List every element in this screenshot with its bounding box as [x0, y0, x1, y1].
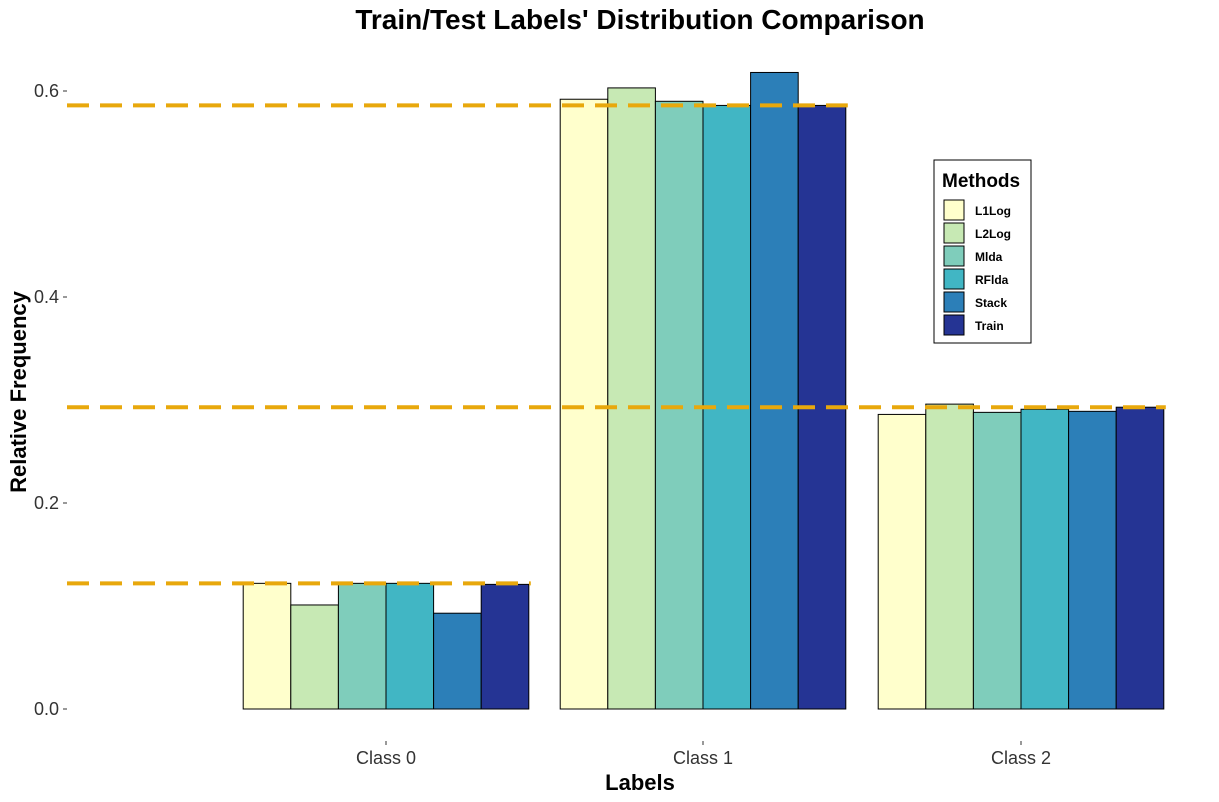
bar-l2log-class-0	[290, 604, 339, 710]
bar-mlda-class-2	[972, 411, 1022, 710]
x-axis-title: Labels	[605, 770, 675, 795]
bars	[242, 71, 1165, 710]
x-tick-label: Class 0	[356, 748, 416, 768]
bar-l1log-class-1	[559, 98, 609, 710]
legend-key-l1log	[943, 199, 965, 221]
bar-rflda-class-2	[1020, 408, 1070, 710]
y-tick-label: 0.2	[34, 493, 59, 513]
legend-key-stack	[943, 291, 965, 313]
bar-stack-class-1	[750, 71, 799, 710]
x-tick-label: Class 2	[991, 748, 1051, 768]
y-tick-label: 0.6	[34, 81, 59, 101]
bar-train-class-0	[480, 583, 530, 710]
bar-rflda-class-0	[385, 582, 435, 710]
legend-label-stack: Stack	[975, 296, 1007, 310]
y-tick-label: 0.0	[34, 699, 59, 719]
bar-l1log-class-0	[242, 582, 292, 710]
bar-l2log-class-2	[925, 403, 974, 710]
y-axis-title: Relative Frequency	[6, 290, 31, 493]
bar-l1log-class-2	[877, 413, 927, 710]
legend-label-l2log: L2Log	[975, 227, 1011, 241]
bar-mlda-class-1	[654, 100, 704, 710]
y-tick-label: 0.4	[34, 287, 59, 307]
y-axis: 0.0 0.2 0.4 0.6	[34, 81, 67, 719]
chart-title: Train/Test Labels' Distribution Comparis…	[355, 4, 924, 35]
bar-train-class-2	[1115, 406, 1165, 710]
legend-key-train	[943, 314, 965, 336]
x-axis: Class 0 Class 1 Class 2	[356, 741, 1051, 768]
legend-label-l1log: L1Log	[975, 204, 1011, 218]
bar-stack-class-0	[433, 612, 482, 710]
legend-key-rflda	[943, 268, 965, 290]
bar-mlda-class-0	[337, 582, 387, 710]
legend-title: Methods	[942, 171, 1020, 192]
legend-key-l2log	[943, 222, 965, 244]
bar-l2log-class-1	[607, 87, 656, 710]
reference-lines	[67, 103, 1166, 586]
bar-stack-class-2	[1068, 410, 1117, 710]
legend-label-mlda: Mlda	[975, 250, 1003, 264]
legend-key-mlda	[943, 245, 965, 267]
legend-label-train: Train	[975, 319, 1004, 333]
legend: Methods L1Log L2Log Mlda RFlda Stack Train	[933, 159, 1032, 344]
legend-label-rflda: RFlda	[975, 273, 1009, 287]
x-tick-label: Class 1	[673, 748, 733, 768]
